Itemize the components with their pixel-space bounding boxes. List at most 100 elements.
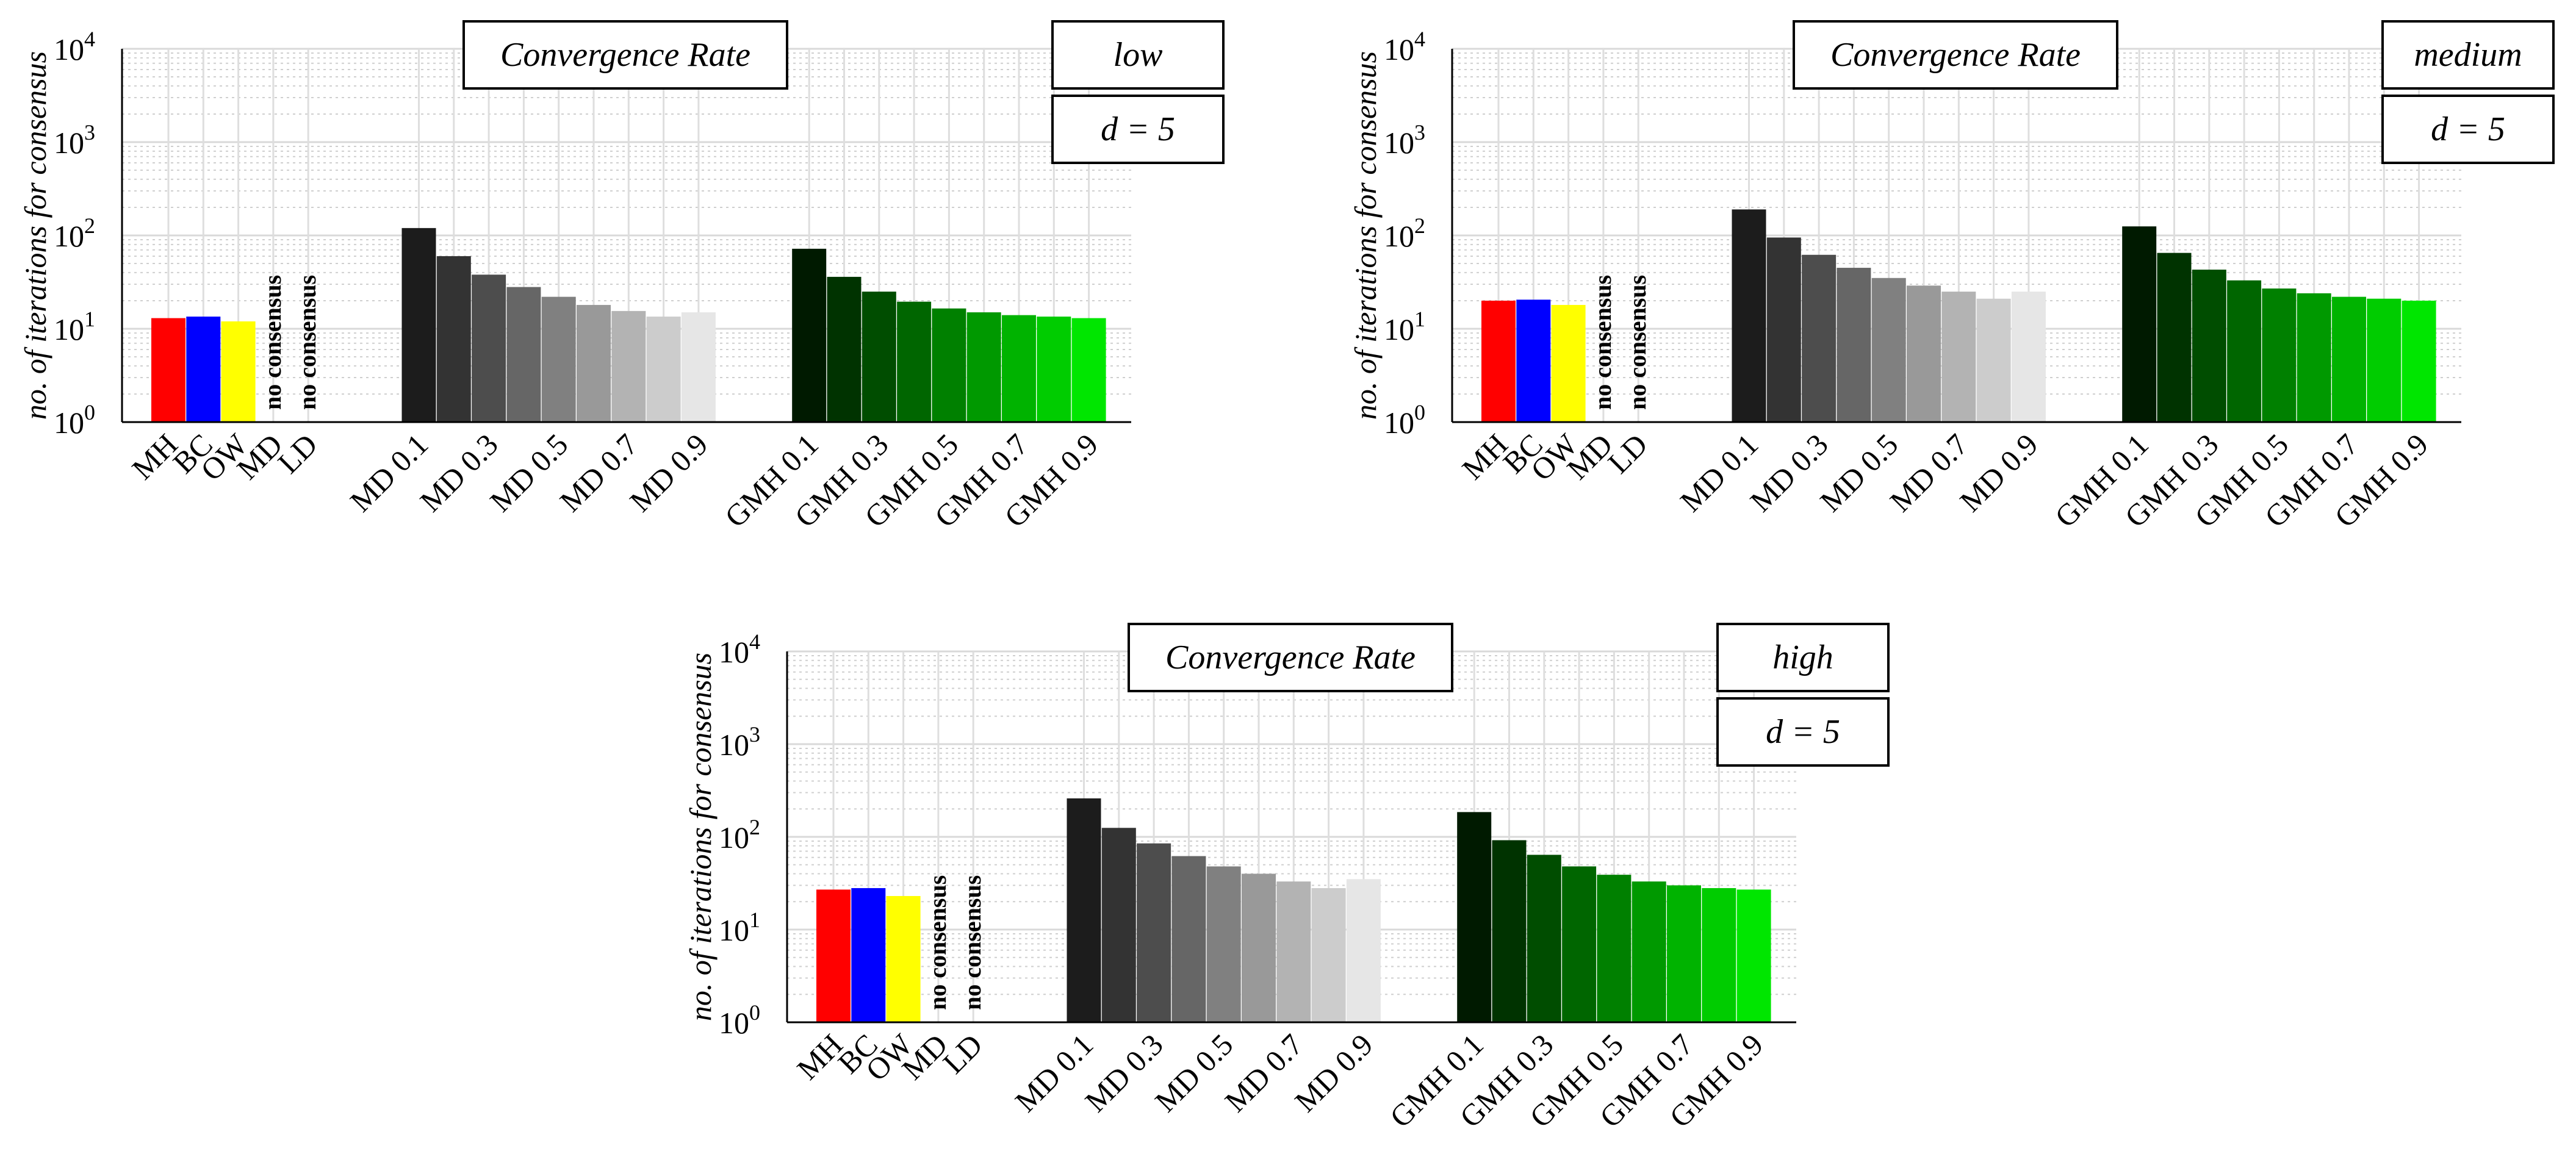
- bar-md-0-2: [1101, 828, 1136, 1022]
- bar-ow: [886, 896, 921, 1022]
- d-label: d = 5: [2431, 110, 2505, 148]
- y-tick-base: 10: [719, 913, 749, 947]
- y-tick-label: 104: [54, 27, 95, 66]
- y-tick-base: 10: [1384, 312, 1414, 346]
- bar-gmh-0-9: [1736, 889, 1771, 1022]
- bar-bc: [186, 317, 221, 422]
- title-box: Convergence Rate: [1793, 20, 2118, 90]
- bar-md-0-3: [1802, 254, 1837, 422]
- no-consensus-label: no consensus: [1589, 275, 1616, 410]
- no-consensus-label: no consensus: [924, 875, 951, 1010]
- y-tick-base: 10: [719, 635, 749, 669]
- bar-md-0-4: [1837, 268, 1871, 422]
- y-tick-label: 100: [54, 400, 95, 440]
- x-tick-label: MD 0.7: [1218, 1027, 1309, 1119]
- bar-bc: [1516, 299, 1551, 422]
- chart-panel-high: no consensus no consensus100101102103104n…: [683, 623, 1890, 1134]
- condition-box: medium: [2381, 20, 2555, 90]
- y-tick-base: 10: [1384, 219, 1414, 253]
- condition-label: high: [1772, 639, 1833, 676]
- condition-label: medium: [2414, 36, 2522, 74]
- bar-md-0-9: [2011, 292, 2046, 422]
- y-tick-exponent: 2: [1414, 213, 1425, 238]
- y-tick-base: 10: [1384, 32, 1414, 66]
- bar-mh: [1481, 300, 1516, 422]
- bar-gmh-0-7: [1667, 885, 1701, 1022]
- bar-gmh-0-2: [2157, 253, 2192, 422]
- d-label: d = 5: [1766, 713, 1840, 751]
- bar-md-0-1: [1732, 209, 1766, 422]
- y-axis-label: no. of iterations for consensus: [683, 653, 718, 1021]
- x-tick-label: LD: [1601, 427, 1654, 480]
- bar-md-0-5: [1206, 866, 1241, 1022]
- bar-gmh-0-7: [2332, 296, 2366, 422]
- y-axis-label: no. of iterations for consensus: [18, 51, 52, 420]
- bar-md-0-9: [1346, 879, 1381, 1022]
- y-tick-base: 10: [54, 32, 84, 66]
- x-tick-label: MD 0.5: [483, 427, 575, 518]
- y-tick-label: 104: [719, 629, 760, 669]
- y-tick-exponent: 1: [749, 908, 760, 932]
- bar-gmh-0-5: [2262, 289, 2297, 422]
- d-box: d = 5: [2381, 95, 2555, 164]
- title-frame: [1793, 20, 2118, 90]
- d-box: d = 5: [1051, 95, 1225, 164]
- y-tick-exponent: 3: [1414, 120, 1425, 145]
- no-consensus-label: no consensus: [959, 875, 986, 1010]
- y-tick-exponent: 3: [84, 120, 95, 145]
- y-tick-exponent: 2: [84, 213, 95, 238]
- y-tick-base: 10: [54, 312, 84, 346]
- y-tick-label: 103: [719, 722, 760, 762]
- bar-gmh-0-9: [2402, 300, 2436, 422]
- d-label: d = 5: [1101, 110, 1175, 148]
- y-tick-label: 103: [1384, 120, 1425, 160]
- bar-mh: [151, 318, 185, 422]
- x-tick-label: MD 0.1: [344, 427, 435, 518]
- bar-md-0-6: [577, 304, 611, 422]
- bar-gmh-0-3: [2192, 270, 2226, 422]
- x-tick-label: MD 0.9: [623, 427, 714, 518]
- y-tick-base: 10: [1384, 126, 1414, 160]
- y-tick-base: 10: [719, 728, 749, 762]
- y-tick-label: 101: [719, 908, 760, 947]
- bar-mh: [816, 889, 851, 1022]
- y-tick-base: 10: [1384, 406, 1414, 440]
- y-tick-exponent: 4: [1414, 27, 1425, 51]
- condition-label: low: [1114, 36, 1163, 74]
- bar-md-0-4: [1171, 856, 1206, 1022]
- y-tick-exponent: 0: [749, 1000, 760, 1025]
- x-tick-label: MD 0.3: [1078, 1027, 1170, 1119]
- y-tick-exponent: 0: [84, 400, 95, 425]
- bar-gmh-0-5: [1597, 875, 1632, 1022]
- bar-gmh-0-4: [1562, 866, 1597, 1022]
- bar-gmh-0-2: [1492, 840, 1527, 1022]
- condition-frame: [1716, 623, 1890, 692]
- y-tick-label: 104: [1384, 27, 1425, 66]
- bar-md-0-5: [541, 296, 576, 422]
- chart-title: Convergence Rate: [1165, 639, 1416, 676]
- bar-md-0-3: [472, 274, 506, 422]
- condition-box: high: [1716, 623, 1890, 692]
- bar-md-0-7: [1941, 292, 1976, 422]
- bar-ow: [1551, 304, 1586, 422]
- y-tick-label: 100: [1384, 400, 1425, 440]
- y-tick-base: 10: [719, 1006, 749, 1040]
- bar-md-0-6: [1907, 285, 1941, 422]
- y-tick-exponent: 0: [1414, 400, 1425, 425]
- x-tick-label: LD: [936, 1027, 989, 1080]
- y-tick-base: 10: [54, 126, 84, 160]
- bar-md-0-7: [611, 310, 646, 422]
- bar-gmh-0-5: [932, 308, 966, 422]
- y-tick-exponent: 1: [1414, 307, 1425, 331]
- d-frame: [1051, 95, 1225, 164]
- x-tick-label: MD 0.1: [1009, 1027, 1100, 1119]
- bar-gmh-0-4: [897, 301, 932, 422]
- x-tick-label: MD 0.1: [1674, 427, 1765, 518]
- y-tick-label: 102: [719, 815, 760, 855]
- y-tick-label: 102: [1384, 213, 1425, 253]
- bar-md-0-8: [1311, 888, 1346, 1022]
- x-tick-label: MD 0.5: [1813, 427, 1905, 518]
- bar-md-0-4: [506, 287, 541, 422]
- title-frame: [1128, 623, 1453, 692]
